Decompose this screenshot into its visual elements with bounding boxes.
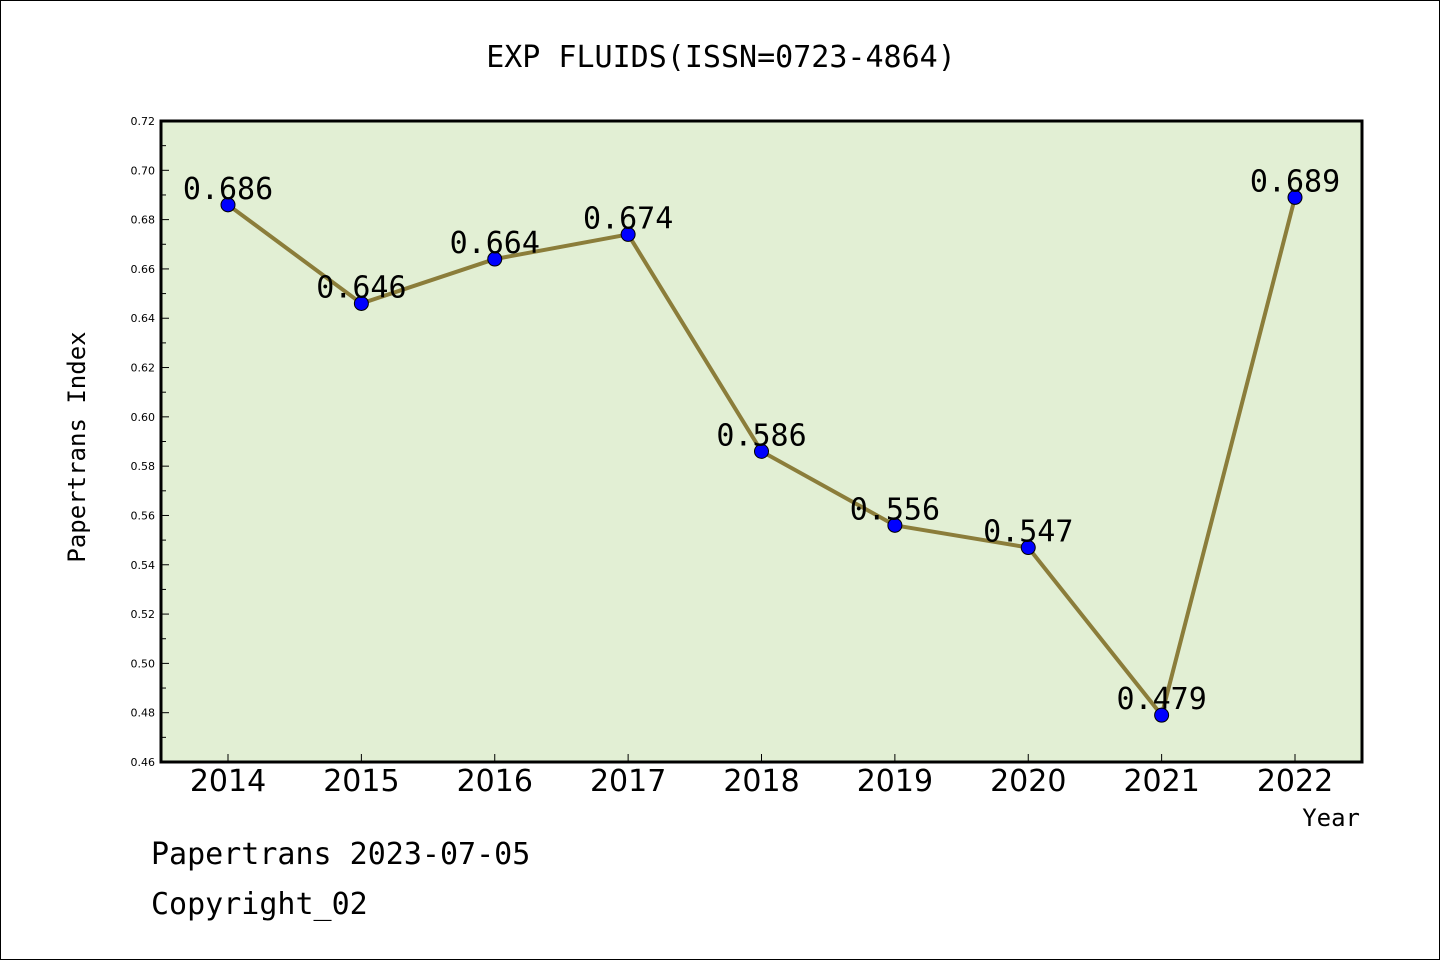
y-tick-label: 0.48 xyxy=(131,707,156,720)
data-label: 0.689 xyxy=(1250,164,1340,199)
x-tick-label: 2020 xyxy=(990,764,1066,799)
data-label: 0.479 xyxy=(1116,682,1206,717)
data-label: 0.556 xyxy=(850,492,940,527)
y-tick-label: 0.60 xyxy=(131,411,156,424)
x-axis: 2014 2015 2016 2017 2018 2019 2020 2021 2022 xyxy=(190,754,1333,799)
data-point xyxy=(1287,189,1303,205)
x-tick-label: 2016 xyxy=(457,764,533,799)
x-tick-label: 2018 xyxy=(723,764,799,799)
footer-source: Papertrans 2023-07-05 xyxy=(151,837,531,872)
data-point xyxy=(620,226,636,242)
x-tick-label: 2014 xyxy=(190,764,266,799)
series-papertrans-index xyxy=(220,189,1303,723)
data-label: 0.547 xyxy=(983,515,1073,550)
y-tick-label: 0.56 xyxy=(131,509,156,522)
y-tick-label: 0.46 xyxy=(131,756,156,769)
y-axis-label: Papertrans Index xyxy=(63,331,91,562)
data-point xyxy=(1154,707,1170,723)
y-tick-label: 0.68 xyxy=(131,214,156,227)
data-point xyxy=(353,295,369,311)
plot-area xyxy=(159,119,1364,764)
data-label: 0.586 xyxy=(716,418,806,453)
data-point xyxy=(754,443,769,459)
x-tick-label: 2021 xyxy=(1123,764,1199,799)
x-axis-label: Year xyxy=(1302,804,1360,832)
data-label: 0.664 xyxy=(450,226,540,261)
y-tick-label: 0.58 xyxy=(131,460,156,473)
data-labels: 0.686 0.646 0.664 0.674 0.586 0.556 0.547 0.479… xyxy=(183,164,1340,717)
y-tick-label: 0.62 xyxy=(131,362,156,375)
data-point xyxy=(220,197,236,213)
data-point xyxy=(887,517,903,533)
y-tick-label: 0.70 xyxy=(131,164,156,177)
y-axis: 0.46 0.48 0.50 0.52 0.54 0.56 0.58 0.60 0.62 0.64… xyxy=(131,115,169,769)
data-label: 0.686 xyxy=(183,172,273,207)
x-tick-label: 2015 xyxy=(323,764,399,799)
x-tick-label: 2019 xyxy=(857,764,933,799)
footer-copyright: Copyright_02 xyxy=(151,887,368,922)
y-tick-label: 0.50 xyxy=(131,657,156,670)
y-tick-label: 0.52 xyxy=(131,608,156,621)
y-tick-label: 0.66 xyxy=(131,263,156,276)
y-tick-label: 0.72 xyxy=(131,115,156,128)
data-label: 0.674 xyxy=(583,201,673,236)
x-tick-label: 2022 xyxy=(1257,764,1333,799)
x-tick-label: 2017 xyxy=(590,764,666,799)
y-tick-label: 0.54 xyxy=(131,559,156,572)
data-point xyxy=(487,251,503,267)
data-label: 0.646 xyxy=(316,270,406,305)
chart-title: EXP FLUIDS(ISSN=0723-4864) xyxy=(486,40,956,75)
data-point xyxy=(1020,540,1036,556)
y-tick-label: 0.64 xyxy=(131,312,156,325)
